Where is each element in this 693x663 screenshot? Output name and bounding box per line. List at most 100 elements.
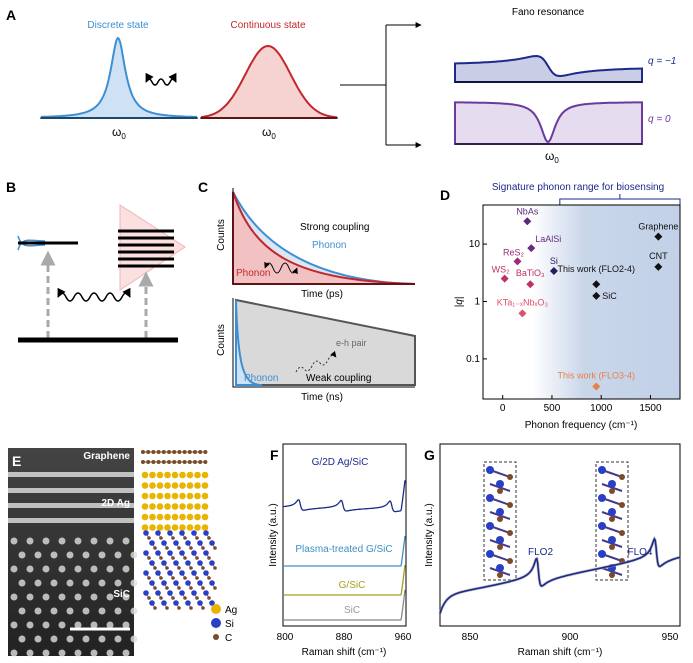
sic-atom-spot (90, 593, 98, 601)
c-atom (159, 596, 163, 600)
x-tick-label: 1500 (639, 403, 662, 414)
ag-atom (164, 503, 171, 510)
c-atom (189, 566, 193, 570)
si-atom (149, 580, 155, 586)
ag-atom (179, 482, 186, 489)
curve-sic (283, 589, 406, 621)
discrete-state-curve (41, 36, 197, 119)
sic-atom-spot (98, 607, 106, 615)
si-atom (203, 530, 209, 536)
ag-atom (194, 513, 201, 521)
si-atom (197, 540, 203, 546)
si-atom (167, 530, 173, 536)
c-atom (153, 586, 157, 590)
sic-atom-spot (90, 621, 98, 629)
c-atom (193, 460, 197, 464)
chart-f-curves (283, 480, 406, 621)
si-atom (161, 540, 167, 546)
sic-atom-spot (114, 551, 122, 559)
ag-atom (186, 513, 194, 521)
si-atom (203, 590, 209, 596)
f-xtick: 960 (395, 632, 412, 643)
si-atom (197, 560, 203, 566)
sic-atom-spot (58, 593, 66, 601)
ag-atom (194, 492, 201, 500)
sic-atom-spot (26, 537, 34, 545)
si-atom (173, 600, 179, 606)
si-atom (149, 540, 155, 546)
ag-atom (179, 503, 186, 510)
c-atom (207, 536, 211, 540)
c-atom (177, 566, 181, 570)
weak-coupling-wave (295, 350, 337, 373)
data-point (654, 232, 663, 241)
point-label: KTa₁₋ₓNbₓO₃ (497, 297, 549, 307)
ag-atom (171, 471, 179, 479)
si-atom (143, 590, 149, 596)
atomic-structure-model (141, 450, 217, 610)
g-fano-fit (439, 537, 681, 614)
point-label: LaAlSi (535, 234, 561, 244)
sic-atom-spot (18, 551, 26, 559)
si-atom (173, 580, 179, 586)
c-atom (189, 586, 193, 590)
c-atom (213, 566, 217, 570)
q-minus1-label: q = −1 (648, 56, 676, 67)
sic-atom-spot (42, 649, 50, 657)
sic-atom-spot (98, 635, 106, 643)
sic-atom-spot (42, 565, 50, 573)
c-atom (195, 576, 199, 580)
chart-d-xlabel: Phonon frequency (cm⁻¹) (525, 420, 638, 431)
point-label: ReS₂ (503, 247, 525, 257)
c-atom (182, 450, 187, 454)
ag-atom (194, 503, 201, 510)
chart-d-ylabel: |q| (454, 297, 465, 308)
c-atom (177, 450, 182, 454)
si-atom (185, 600, 191, 606)
ag-atom (171, 492, 179, 500)
si-atom (197, 600, 203, 606)
si-atom (191, 530, 197, 536)
point-label: This work (FLO2-4) (558, 264, 636, 274)
ag-atom (164, 524, 171, 531)
c-atom (171, 556, 175, 560)
sic-atom-spot (74, 593, 82, 601)
c-atom (189, 546, 193, 550)
sic-atom-spot (34, 579, 42, 587)
data-point (527, 244, 536, 253)
si-atom (209, 600, 215, 606)
ag-atom (164, 513, 171, 521)
si-atom (155, 590, 161, 596)
c-atom (147, 536, 151, 540)
ag-atom (194, 471, 201, 479)
ag-atom (164, 471, 171, 479)
time-ps-label: Time (ps) (301, 289, 343, 300)
sic-atom-spot (58, 537, 66, 545)
c-atom (213, 546, 217, 550)
si-atom (209, 580, 215, 586)
ag-atom (156, 471, 164, 479)
si-atom (167, 570, 173, 576)
legend-si: Si (225, 619, 234, 630)
phonon-label-top: Phonon (312, 240, 346, 251)
point-label: NbAs (516, 206, 539, 216)
c-atom (161, 460, 166, 464)
sic-atom-spot (50, 607, 58, 615)
ag-atom (179, 471, 186, 479)
sic-atom-spot (90, 649, 98, 657)
c-atom (201, 566, 205, 570)
ag-atom (186, 503, 194, 510)
sic-atom-spot (98, 551, 106, 559)
f-xtick: 800 (277, 632, 294, 643)
x-tick-label: 500 (544, 403, 561, 414)
sic-atom-spot (42, 593, 50, 601)
ag-atom (201, 471, 209, 479)
ag-atom (149, 471, 156, 479)
panel-a: A Discrete state ω0 Continuous state ω0 … (6, 7, 676, 165)
ag-atom (141, 513, 149, 521)
c-atom (165, 606, 169, 610)
y-tick-label: 0.1 (466, 354, 480, 365)
si-atom (173, 560, 179, 566)
c-atom (161, 450, 166, 454)
sic-atom-spot (10, 565, 18, 573)
